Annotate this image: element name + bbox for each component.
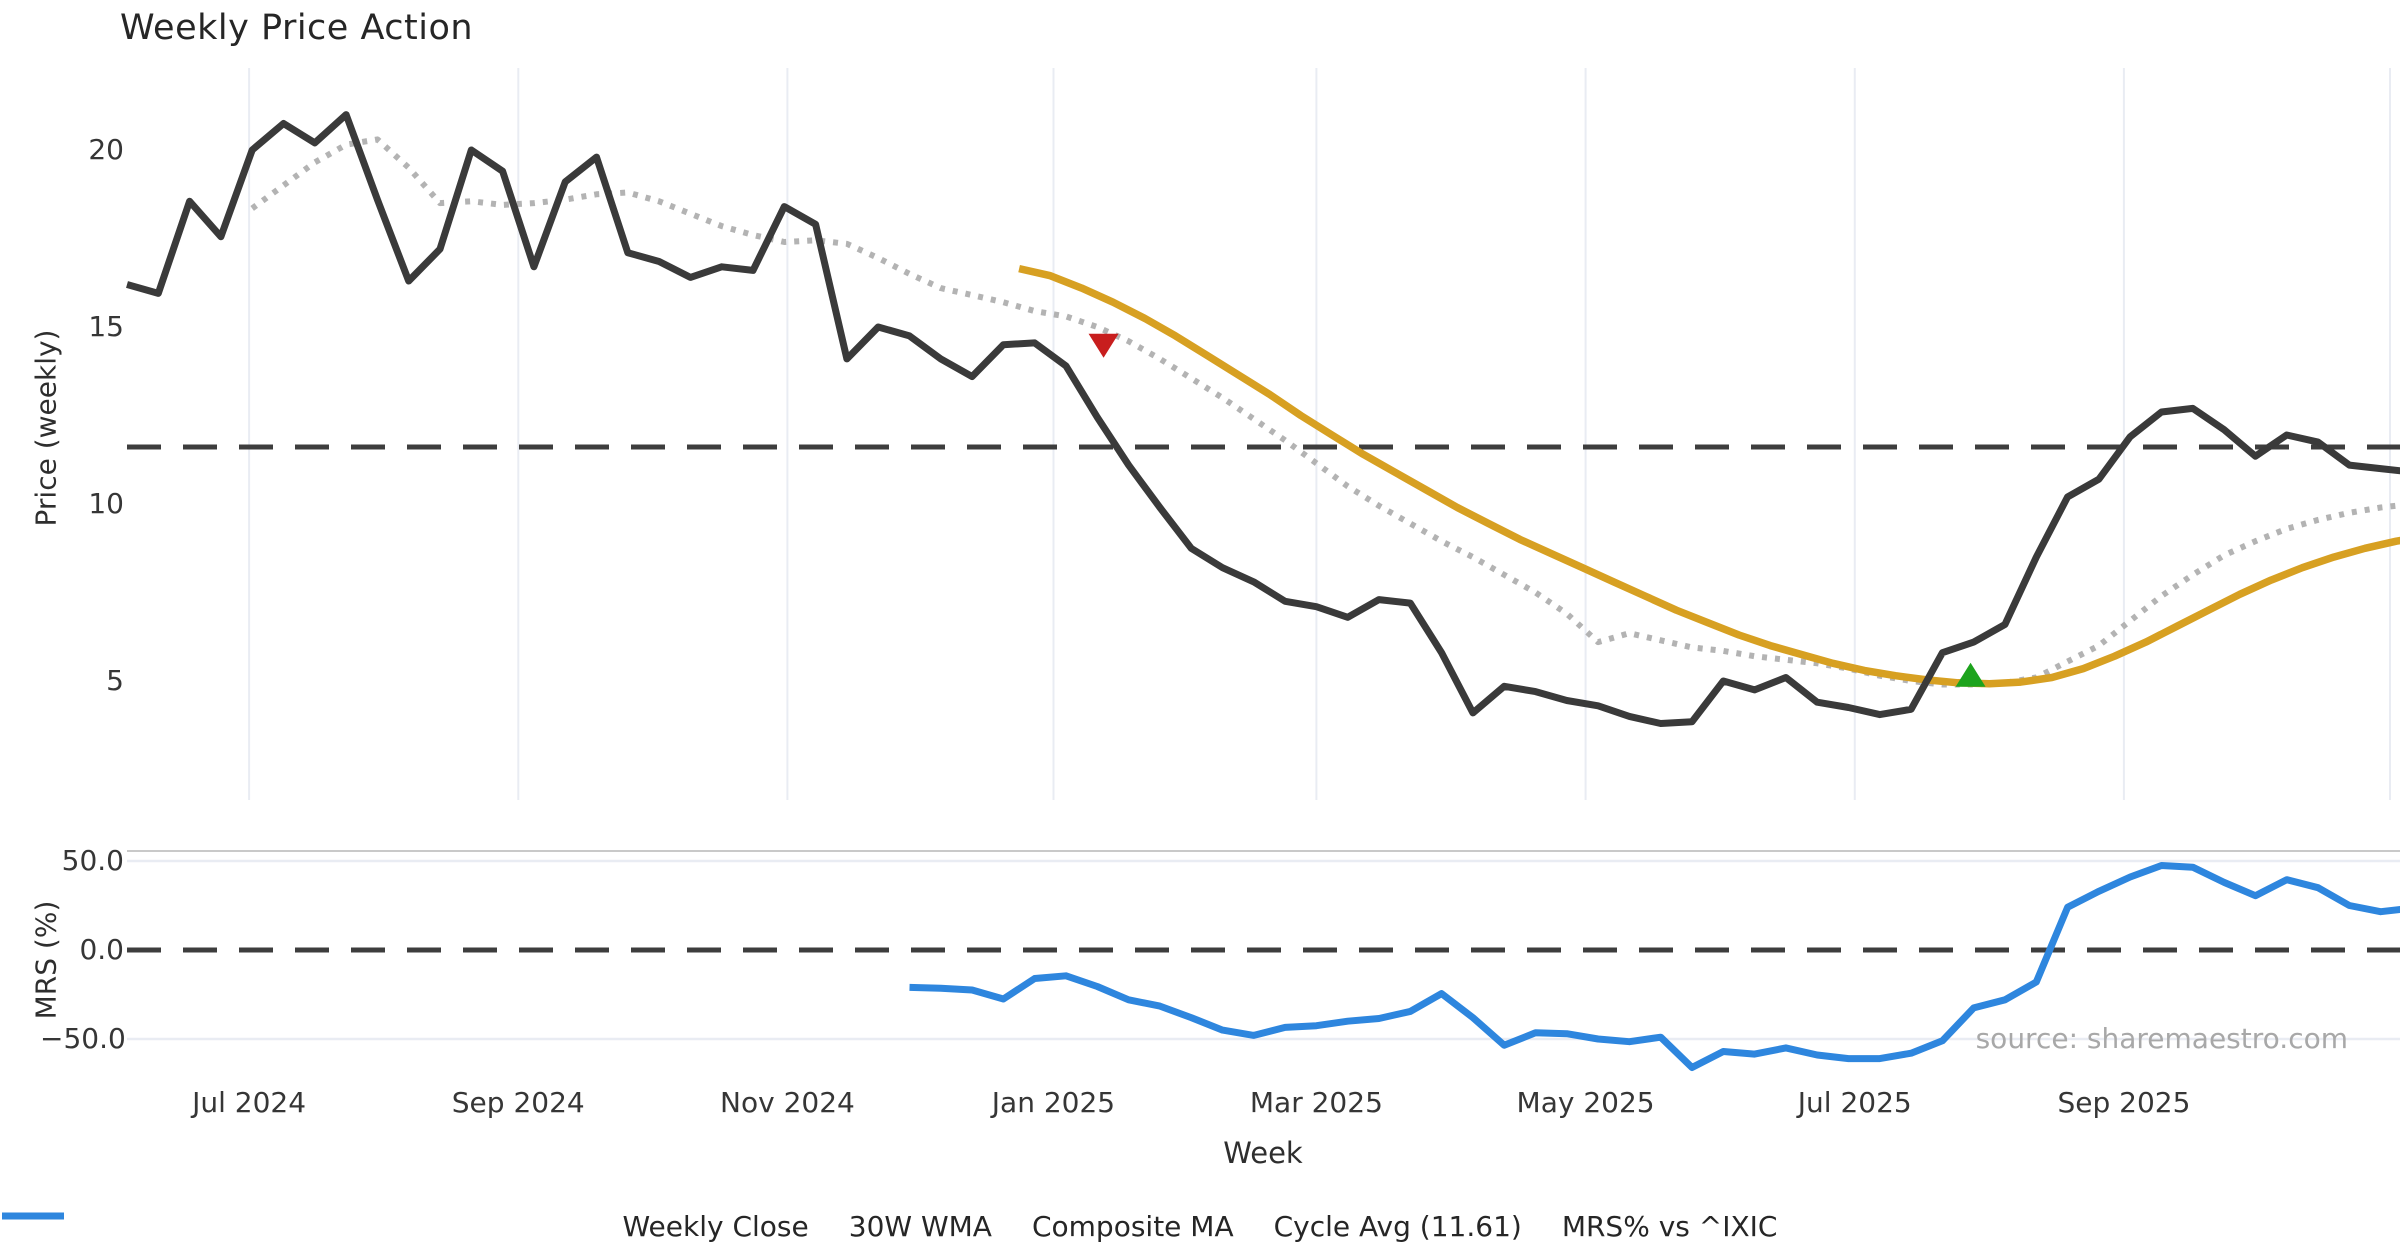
mrs-tick-label: 0.0 — [79, 933, 124, 966]
legend-item-mrs: MRS% vs ^IXIC — [2, 1210, 1778, 1243]
legend-item-composite-ma: Composite MA — [2, 1210, 1234, 1243]
mrs-swatch-icon — [2, 1212, 64, 1220]
composite-ma-line — [250, 136, 2400, 688]
x-tick-label: Jul 2024 — [192, 1086, 307, 1119]
mrs-tick-label: 50.0 — [61, 844, 124, 877]
buy-signal-marker-icon — [1955, 662, 1986, 687]
legend-item-cycle-avg: Cycle Avg (11.61) — [2, 1210, 1522, 1243]
weekly-close-line — [126, 111, 2400, 727]
x-tick-label: Nov 2024 — [720, 1086, 855, 1119]
price-tick-label: 20 — [88, 133, 124, 166]
legend-label: 30W WMA — [848, 1210, 992, 1243]
x-tick-label: May 2025 — [1516, 1086, 1655, 1119]
mrs-line-line — [909, 862, 2400, 1071]
mrs-tick-label: −50.0 — [40, 1022, 126, 1055]
legend-label: Composite MA — [1031, 1210, 1234, 1243]
legend-label: Weekly Close — [622, 1210, 809, 1243]
x-tick-label: Sep 2025 — [2057, 1086, 2191, 1119]
legend: Weekly Close 30W WMA Composite MA Cycle … — [0, 1210, 2400, 1243]
price-tick-label: 15 — [88, 310, 124, 343]
sell-signal-marker-icon — [1088, 333, 1119, 358]
source-text: source: sharemaestro.com — [1975, 1022, 2348, 1055]
week-axis-label: Week — [1223, 1136, 1303, 1170]
legend-item-weekly-close: Weekly Close — [2, 1210, 809, 1243]
price-tick-label: 10 — [88, 487, 124, 520]
legend-item-30w-wma: 30W WMA — [2, 1210, 992, 1243]
chart-title: Weekly Price Action — [120, 8, 474, 48]
legend-label: MRS% vs ^IXIC — [1561, 1210, 1778, 1243]
x-tick-label: Jan 2025 — [991, 1086, 1116, 1119]
price-tick-label: 5 — [106, 664, 124, 697]
x-tick-label: Jul 2025 — [1797, 1086, 1912, 1119]
x-tick-label: Sep 2024 — [451, 1086, 585, 1119]
legend-label: Cycle Avg (11.61) — [1273, 1210, 1522, 1243]
x-tick-label: Mar 2025 — [1249, 1086, 1383, 1119]
wma-30w-line — [1018, 264, 2400, 688]
